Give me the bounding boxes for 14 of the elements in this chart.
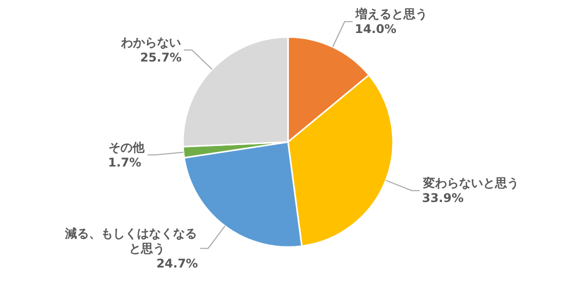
slice-label: 変わらないと思う (422, 176, 519, 190)
data-label: 14.0% (354, 22, 396, 36)
data-label: 24.7% (156, 256, 198, 270)
data-label: 1.7% (108, 155, 142, 170)
pie-slice (183, 141, 303, 248)
slice-label: わからない (120, 36, 181, 50)
pie-slice (287, 74, 394, 247)
data-label: 25.7% (140, 50, 182, 65)
pie-slice (182, 36, 289, 148)
pie-slice (287, 36, 370, 143)
slice-label: その他 (108, 140, 146, 154)
data-label: 33.9% (422, 191, 464, 206)
slice-label: 増えると思う (354, 7, 428, 22)
slice-label: 減る、もしくはなくなると思う (64, 226, 198, 256)
